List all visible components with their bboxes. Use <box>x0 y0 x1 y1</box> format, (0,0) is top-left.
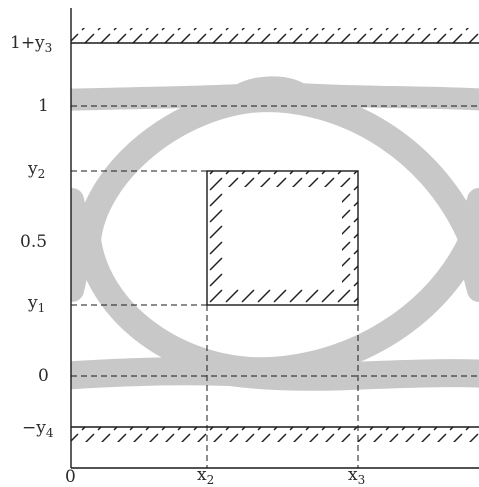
center-mask <box>206 170 359 306</box>
eye-right-fill <box>460 188 479 302</box>
label-x2: x2 <box>197 465 214 487</box>
label-bottom-bound: −y4 <box>22 418 54 440</box>
upper-forbidden-zone <box>71 28 479 44</box>
axes <box>70 8 479 469</box>
eye-upper-arc <box>75 86 479 253</box>
eye-band <box>71 76 479 391</box>
guide-lines <box>71 105 479 468</box>
label-origin: 0 <box>65 467 76 487</box>
label-zero: 0 <box>38 366 49 386</box>
eye-left-fill <box>71 188 90 302</box>
label-top-bound: 1+y3 <box>10 33 52 55</box>
label-y2: y2 <box>27 159 45 181</box>
label-one: 1 <box>38 96 49 116</box>
label-x3: x3 <box>348 465 365 487</box>
eye-lower-arc <box>75 227 479 384</box>
lower-forbidden-zone <box>71 426 479 442</box>
label-y1: y1 <box>27 293 45 315</box>
label-half: 0.5 <box>20 232 47 252</box>
